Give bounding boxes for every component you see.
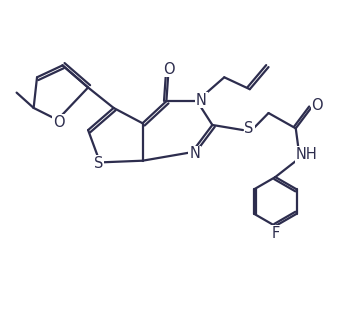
Text: O: O <box>54 115 65 130</box>
Text: S: S <box>94 156 103 170</box>
Text: S: S <box>245 121 254 136</box>
Text: O: O <box>311 98 323 113</box>
Text: N: N <box>189 146 200 162</box>
Text: NH: NH <box>296 147 318 162</box>
Text: N: N <box>196 93 207 107</box>
Text: F: F <box>271 226 280 241</box>
Text: O: O <box>163 62 175 77</box>
